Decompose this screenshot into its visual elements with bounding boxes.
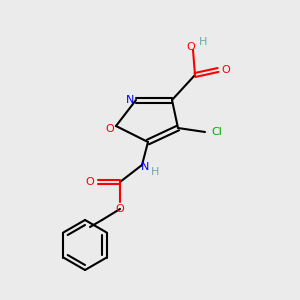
Text: N: N [141, 162, 149, 172]
Text: Cl: Cl [212, 127, 222, 137]
Text: O: O [222, 65, 230, 75]
Text: O: O [116, 204, 124, 214]
Text: O: O [106, 124, 114, 134]
Text: N: N [126, 95, 134, 105]
Text: H: H [151, 167, 159, 177]
Text: O: O [187, 42, 195, 52]
Text: H: H [199, 37, 207, 47]
Text: O: O [85, 177, 94, 187]
